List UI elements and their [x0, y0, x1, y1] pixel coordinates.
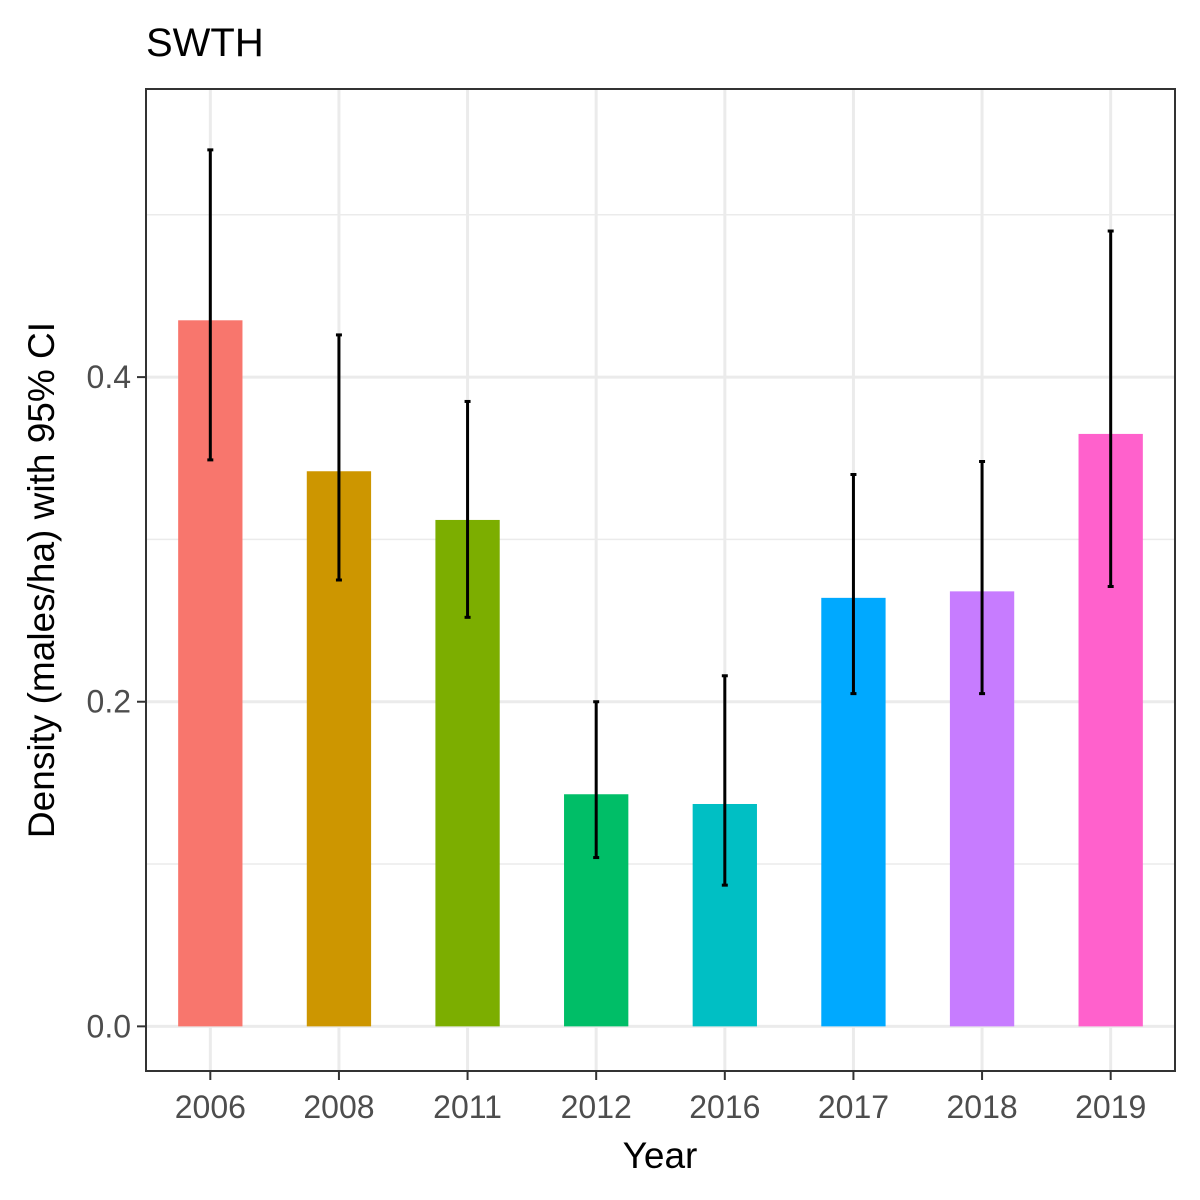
x-tick-label: 2012 [561, 1089, 632, 1125]
y-tick-label: 0.2 [87, 684, 131, 720]
x-tick-label: 2016 [689, 1089, 760, 1125]
axes: 0.0 0.2 0.4 2006 2008 2011 2012 2016 2017 2018 201… [87, 359, 1147, 1125]
x-tick-label: 2019 [1075, 1089, 1146, 1125]
x-tick-label: 2018 [946, 1089, 1017, 1125]
chart-title: SWTH [146, 21, 264, 65]
x-tick-label: 2006 [175, 1089, 246, 1125]
x-tick-label: 2008 [303, 1089, 374, 1125]
y-tick-label: 0.4 [87, 359, 131, 395]
x-axis-title: Year [623, 1135, 698, 1176]
y-tick-label: 0.0 [87, 1008, 131, 1044]
x-tick-label: 2011 [433, 1089, 502, 1125]
x-tick-label: 2017 [818, 1089, 889, 1125]
y-axis-title: Density (males/ha) with 95% CI [21, 322, 62, 838]
panel-border [145, 88, 1176, 1072]
error-bars [207, 148, 1114, 887]
